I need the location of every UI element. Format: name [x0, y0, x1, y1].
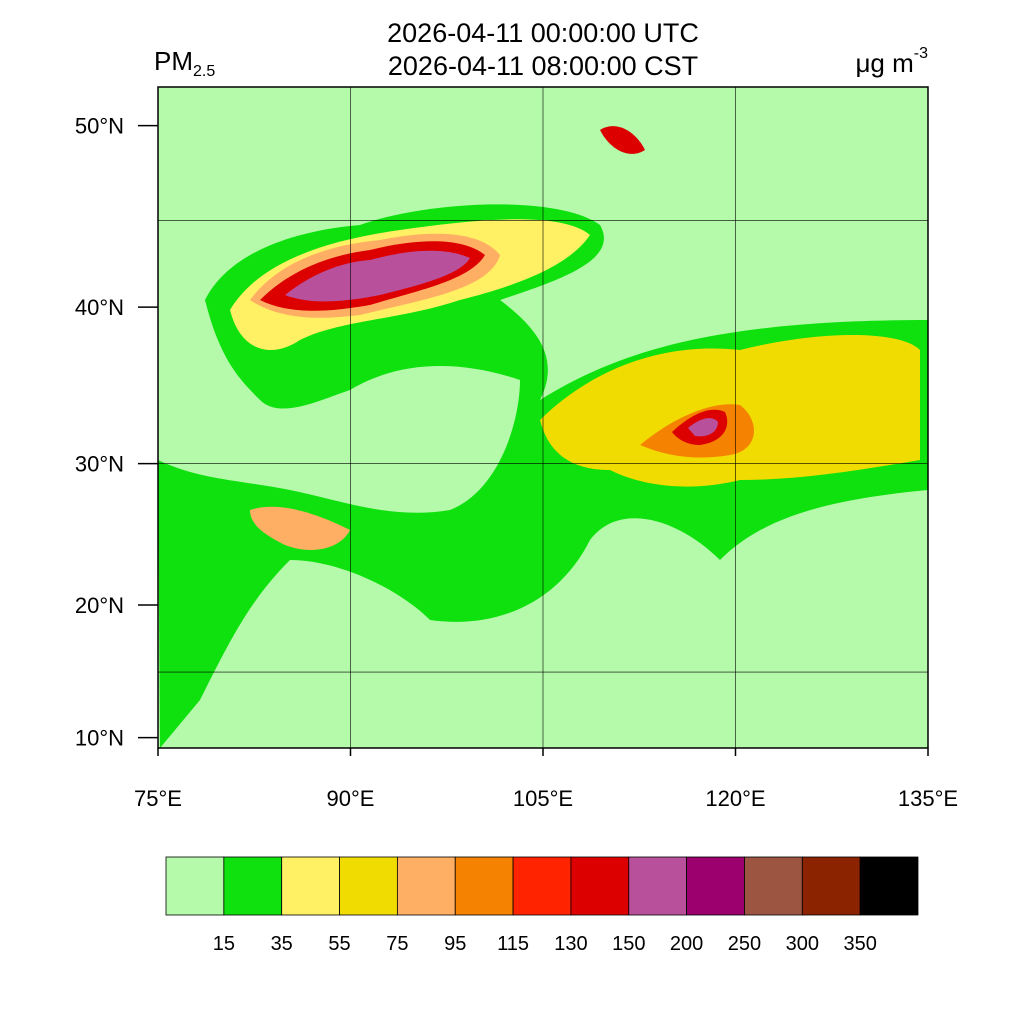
units-base: μg m	[855, 48, 913, 78]
x-tick-label: 135°E	[898, 786, 958, 811]
concentration-region	[250, 506, 350, 550]
colorbar-box	[859, 856, 919, 916]
colorbar-label: 250	[728, 933, 761, 955]
colorbar-label: 350	[843, 933, 876, 955]
x-tick-label: 105°E	[513, 786, 573, 811]
concentration-region	[285, 250, 470, 302]
y-tick-label: 20°N	[75, 593, 124, 618]
colorbar-label: 115	[497, 933, 529, 955]
colorbar-box	[628, 856, 688, 916]
colorbar-box	[396, 856, 456, 916]
concentration-region	[688, 418, 718, 437]
title-line: 2026-04-11 08:00:00 CST	[388, 51, 698, 81]
concentration-region	[600, 126, 645, 154]
y-tick-label: 40°N	[75, 295, 124, 320]
colorbar-box	[281, 856, 340, 916]
colorbar-box	[223, 856, 283, 916]
colorbar-box	[801, 856, 861, 916]
y-tick-label: 50°N	[75, 114, 124, 139]
axes: 75°E 90°E 105°E 120°E 135°E 10°N 20°N 30°N 40°N 5…	[75, 114, 958, 811]
variable-base: PM	[154, 46, 193, 76]
units-superscript: -3	[914, 45, 928, 62]
title-line: 2026-04-11 00:00:00 UTC	[387, 18, 699, 48]
colorbar-box	[744, 856, 803, 916]
x-tick-label: 75°E	[134, 786, 182, 811]
units-label: μg m-3	[855, 45, 928, 78]
colorbar-label: 300	[786, 933, 819, 955]
colorbar-box	[570, 856, 630, 916]
colorbar-box	[512, 856, 572, 916]
y-tick-label: 10°N	[75, 726, 124, 751]
colorbar-label: 55	[328, 933, 350, 955]
graticule	[158, 87, 928, 748]
colorbar-label: 35	[271, 933, 293, 955]
colorbar-label: 200	[670, 933, 703, 955]
colorbar-label: 75	[386, 933, 408, 955]
colorbar-label: 95	[444, 933, 466, 955]
colorbar-label: 130	[554, 933, 587, 955]
variable-subscript: 2.5	[193, 63, 215, 80]
colorbar: 15 35 55 75 95 115 130 150 200 250 300 350	[165, 856, 919, 955]
colorbar-label: 150	[612, 933, 645, 955]
colorbar-box	[454, 856, 514, 916]
colorbar-label: 15	[213, 933, 235, 955]
colorbar-box	[165, 856, 225, 916]
colorbar-box	[686, 856, 745, 916]
variable-label: PM2.5	[154, 46, 215, 80]
colorbar-box	[339, 856, 398, 916]
x-tick-label: 120°E	[705, 786, 765, 811]
x-tick-label: 90°E	[327, 786, 375, 811]
y-tick-label: 30°N	[75, 452, 124, 477]
